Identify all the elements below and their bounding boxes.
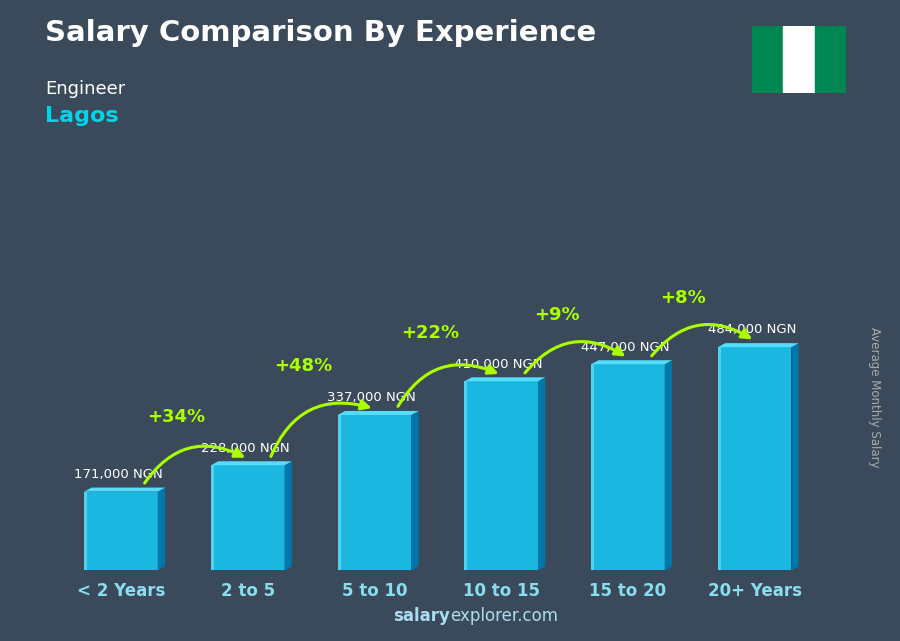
Polygon shape xyxy=(338,415,411,570)
Polygon shape xyxy=(284,462,292,570)
Polygon shape xyxy=(591,364,594,570)
Polygon shape xyxy=(411,411,418,570)
Text: +9%: +9% xyxy=(534,306,580,324)
Polygon shape xyxy=(158,488,165,570)
Text: Engineer: Engineer xyxy=(45,80,125,98)
Text: 228,000 NGN: 228,000 NGN xyxy=(201,442,290,454)
Text: +22%: +22% xyxy=(400,324,459,342)
Polygon shape xyxy=(464,381,538,570)
Bar xyxy=(814,26,846,93)
Bar xyxy=(783,26,814,93)
Polygon shape xyxy=(538,378,545,570)
Text: Salary Comparison By Experience: Salary Comparison By Experience xyxy=(45,19,596,47)
Text: 447,000 NGN: 447,000 NGN xyxy=(581,340,670,354)
Polygon shape xyxy=(718,347,721,570)
Text: +8%: +8% xyxy=(661,290,707,308)
Polygon shape xyxy=(85,488,165,492)
Text: +34%: +34% xyxy=(148,408,205,426)
Polygon shape xyxy=(211,462,292,465)
Text: +48%: +48% xyxy=(274,357,332,375)
Text: Average Monthly Salary: Average Monthly Salary xyxy=(868,327,881,468)
Polygon shape xyxy=(211,465,284,570)
Polygon shape xyxy=(85,492,158,570)
Polygon shape xyxy=(591,364,665,570)
Text: salary: salary xyxy=(393,607,450,625)
Polygon shape xyxy=(338,415,341,570)
Text: 337,000 NGN: 337,000 NGN xyxy=(328,391,416,404)
Polygon shape xyxy=(791,343,798,570)
Bar xyxy=(752,26,783,93)
Polygon shape xyxy=(338,411,418,415)
Text: explorer.com: explorer.com xyxy=(450,607,558,625)
Polygon shape xyxy=(718,343,798,347)
Polygon shape xyxy=(464,378,545,381)
Polygon shape xyxy=(464,381,467,570)
Polygon shape xyxy=(718,347,791,570)
Text: 484,000 NGN: 484,000 NGN xyxy=(707,324,796,337)
Text: 171,000 NGN: 171,000 NGN xyxy=(74,468,163,481)
Polygon shape xyxy=(665,360,672,570)
Polygon shape xyxy=(85,492,87,570)
Polygon shape xyxy=(211,465,214,570)
Polygon shape xyxy=(591,360,672,364)
Text: 410,000 NGN: 410,000 NGN xyxy=(454,358,543,370)
Text: Lagos: Lagos xyxy=(45,106,119,126)
